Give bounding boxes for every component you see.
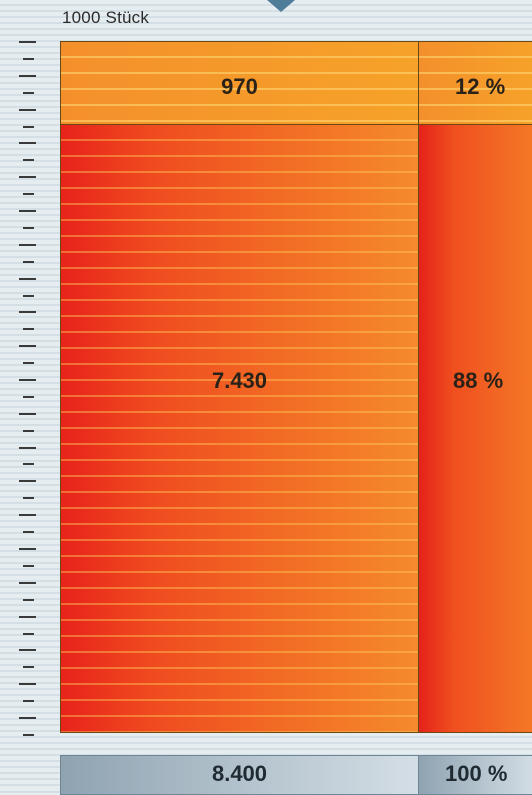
- segment-large-value: 7.430: [60, 124, 419, 733]
- scale-tick: [23, 666, 34, 668]
- segment-small-value: 970: [60, 41, 419, 125]
- total-value-label: 8.400: [211, 761, 268, 786]
- scale-tick: [19, 683, 36, 685]
- scale-tick: [19, 75, 36, 77]
- scale-tick: [19, 210, 36, 212]
- scale-tick: [23, 261, 34, 263]
- scale-tick: [23, 497, 34, 499]
- scale-tick: [23, 633, 34, 635]
- scale-tick: [19, 548, 36, 550]
- scale-tick: [23, 531, 34, 533]
- scale-tick: [19, 109, 36, 111]
- scale-tick: [19, 717, 36, 719]
- scale-tick: [23, 227, 34, 229]
- scale-tick: [23, 430, 34, 432]
- scale-tick: [23, 193, 34, 195]
- segment-large-value-label: 7.430: [211, 368, 268, 393]
- total-bar-percent: 100 %: [418, 755, 532, 795]
- scale-tick: [23, 126, 34, 128]
- segment-small-value-label: 970: [221, 74, 258, 99]
- scale-tick: [19, 616, 36, 618]
- scale-tick: [19, 480, 36, 482]
- scale-tick: [19, 41, 36, 43]
- scale-tick: [23, 328, 34, 330]
- scale-tick: [19, 311, 36, 313]
- segment-large-percent: 88 %: [418, 124, 532, 733]
- scale-tick: [19, 244, 36, 246]
- scale-tick: [19, 278, 36, 280]
- scale-tick: [23, 159, 34, 161]
- scale-tick: [23, 396, 34, 398]
- scale-tick: [19, 514, 36, 516]
- total-percent-label: 100 %: [445, 761, 508, 786]
- scale-tick: [19, 447, 36, 449]
- scale-tick: [23, 734, 34, 736]
- scale-tick: [23, 700, 34, 702]
- scale-tick: [19, 379, 36, 381]
- segment-small-percent-label: 12 %: [455, 74, 506, 99]
- scale-tick: [23, 362, 34, 364]
- scale-tick: [19, 649, 36, 651]
- pointer-marker: [267, 0, 295, 12]
- scale-tick: [23, 463, 34, 465]
- scale-tick: [19, 345, 36, 347]
- scale-tick: [23, 599, 34, 601]
- scale-tick: [19, 582, 36, 584]
- total-bar-value: 8.400: [60, 755, 419, 795]
- segment-large-percent-label: 88 %: [453, 368, 504, 393]
- scale-tick: [19, 413, 36, 415]
- segment-small-percent: 12 %: [418, 41, 532, 125]
- scale-tick: [23, 565, 34, 567]
- scale-tick: [23, 92, 34, 94]
- scale-tick: [19, 142, 36, 144]
- scale-tick: [23, 58, 34, 60]
- scale-tick: [23, 295, 34, 297]
- scale-tick: [19, 176, 36, 178]
- unit-label: 1000 Stück: [62, 8, 150, 27]
- scale-ticks: [0, 0, 60, 787]
